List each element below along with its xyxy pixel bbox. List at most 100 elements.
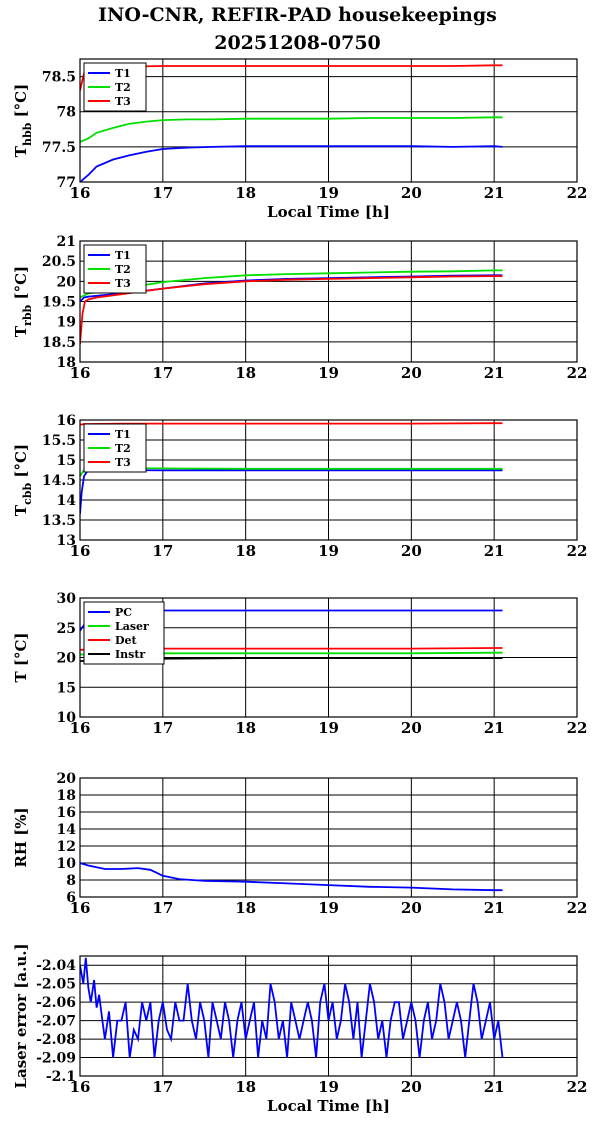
x-tick-label: 21 [484,1078,505,1096]
x-axis-label: Local Time [h] [267,1097,390,1115]
y-tick-label: 19.5 [42,295,76,311]
y-tick-label: 10 [57,710,77,726]
x-tick-label: 20 [401,1078,422,1096]
y-tick-label: 14 [57,493,77,509]
y-tick-label: 15 [57,453,76,469]
y-tick-label: 8 [66,873,76,889]
y-tick-label: 25 [57,621,76,637]
chart-panel-4: 16 17 18 19 20 21 22 10 15 20 25 30 T [°C] PCLaserDet… [12,591,587,737]
y-tick-label: 18 [57,355,76,371]
plot-frame [79,58,578,183]
chart-panel-3: 16 17 18 19 20 21 22 13 13.5 14 14.5 15 15.5 16 Tcbb [… [12,413,587,560]
plot-frame [79,240,578,363]
legend-label: T3 [115,456,131,469]
y-tick-label: 21 [57,234,76,250]
x-axis-label: Local Time [h] [267,203,390,221]
x-tick-label: 18 [235,1078,256,1096]
x-tick-label: 19 [318,1078,339,1096]
x-tick-label: 16 [70,899,91,917]
legend-label: Det [115,634,138,647]
chart-panel-1: 16 17 18 19 20 21 22 77 77.5 78 78.5 Local Time [h]… [12,58,588,221]
x-tick-label: 18 [235,719,256,737]
series-line-t1 [80,145,503,182]
y-tick-label: 20.5 [42,254,76,270]
legend-label: Instr [115,648,145,661]
y-tick-label: 10 [57,856,77,872]
legend-label: T1 [115,428,131,441]
chart-title: INO-CNR, REFIR-PAD housekeepings [98,4,497,26]
y-tick-label: 16 [57,413,76,429]
chart-panel-2: 16 17 18 19 20 21 22 18 18.5 19 19.5 20 20.5 21 Trbb [… [12,234,587,382]
x-tick-label: 16 [70,184,91,202]
y-axis-label: RH [%] [12,807,30,867]
x-tick-label: 22 [567,719,588,737]
series-line-t2 [80,116,503,143]
x-tick-label: 20 [401,542,422,560]
legend-label: T1 [115,67,131,80]
x-tick-label: 20 [401,899,422,917]
y-tick-label: 19 [57,315,76,331]
legend-label: T2 [115,442,131,455]
x-tick-label: 18 [235,542,256,560]
y-tick-label: -2.06 [36,995,76,1011]
x-tick-label: 19 [318,184,339,202]
y-tick-label: 15.5 [42,433,76,449]
x-tick-label: 16 [70,719,91,737]
plot-frame [79,597,578,718]
chart-panel-6: 16 17 18 19 20 21 22 -2.1 -2.09 -2.08 -2.07 -2.06 -2… [12,943,587,1115]
x-tick-label: 19 [318,899,339,917]
x-tick-label: 17 [152,719,173,737]
plot-frame [79,419,578,541]
x-tick-label: 18 [235,364,256,382]
x-tick-label: 22 [567,1078,588,1096]
y-axis-label: Trbb [°C] [12,266,34,337]
x-tick-label: 20 [401,719,422,737]
x-tick-label: 17 [152,542,173,560]
x-tick-label: 22 [567,542,588,560]
y-tick-label: 77.5 [42,140,76,156]
y-axis-label: Tcbb [°C] [12,444,34,516]
x-tick-label: 22 [567,364,588,382]
y-tick-label: 18 [57,788,76,804]
y-tick-label: -2.04 [36,958,76,974]
legend-label: T2 [115,263,131,276]
legend-label: T1 [115,249,131,262]
series-line-t1 [80,469,503,515]
x-tick-label: 18 [235,899,256,917]
y-tick-label: 13 [57,533,76,549]
y-tick-label: 20 [57,651,77,667]
x-tick-label: 19 [318,719,339,737]
y-tick-label: -2.05 [36,977,76,993]
series-line-series-1 [80,862,503,892]
chart-subtitle: 20251208-0750 [214,32,381,54]
x-tick-label: 17 [152,899,173,917]
y-tick-label: 6 [66,890,76,906]
x-tick-label: 17 [152,364,173,382]
y-tick-label: -2.1 [46,1069,76,1085]
legend-label: Laser [115,620,149,633]
legend-label: T3 [115,277,131,290]
x-tick-label: 16 [70,542,91,560]
y-tick-label: -2.09 [36,1051,76,1067]
x-tick-label: 17 [152,1078,173,1096]
x-tick-label: 20 [401,364,422,382]
y-axis-label: Laser error [a.u.] [12,943,30,1088]
legend-label: T2 [115,81,131,94]
plot-frame [79,955,578,1077]
y-tick-label: -2.08 [36,1032,76,1048]
y-tick-label: 18.5 [42,335,76,351]
y-tick-label: 20 [57,274,77,290]
y-tick-label: 13.5 [42,513,76,529]
x-tick-label: 17 [152,184,173,202]
y-tick-label: 14 [57,822,77,838]
x-tick-label: 22 [567,184,588,202]
x-tick-label: 19 [318,364,339,382]
y-tick-label: 12 [57,839,76,855]
x-tick-label: 21 [484,542,505,560]
series-line-series-1 [80,957,504,1058]
y-tick-label: 14.5 [42,473,76,489]
